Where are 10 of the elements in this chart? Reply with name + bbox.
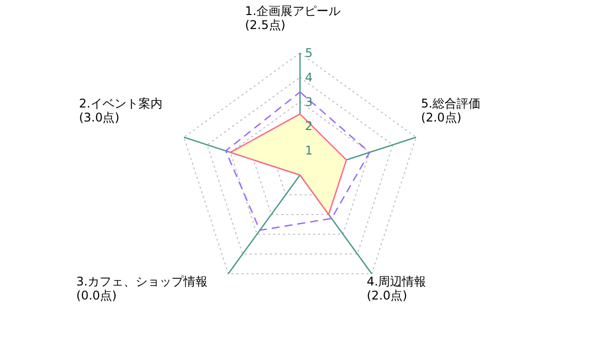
spoke-label: 4.周辺情報 (2.0点) bbox=[366, 274, 426, 303]
spoke-label: 1.企画展アピール (2.5点) bbox=[245, 4, 340, 32]
spoke-label: 5.総合評価 (2.0点) bbox=[421, 96, 480, 124]
spoke-label: 2.イベント案内 (3.0点) bbox=[78, 96, 162, 124]
y-tick-label: 4 bbox=[305, 70, 313, 84]
y-tick-label: 5 bbox=[305, 46, 313, 60]
y-tick-label: 2 bbox=[305, 119, 313, 134]
y-tick-label: 1 bbox=[305, 144, 313, 158]
y-tick-label: 3 bbox=[305, 94, 313, 109]
spoke-label: 3.カフェ、ショップ情報 (0.0点) bbox=[76, 274, 208, 303]
